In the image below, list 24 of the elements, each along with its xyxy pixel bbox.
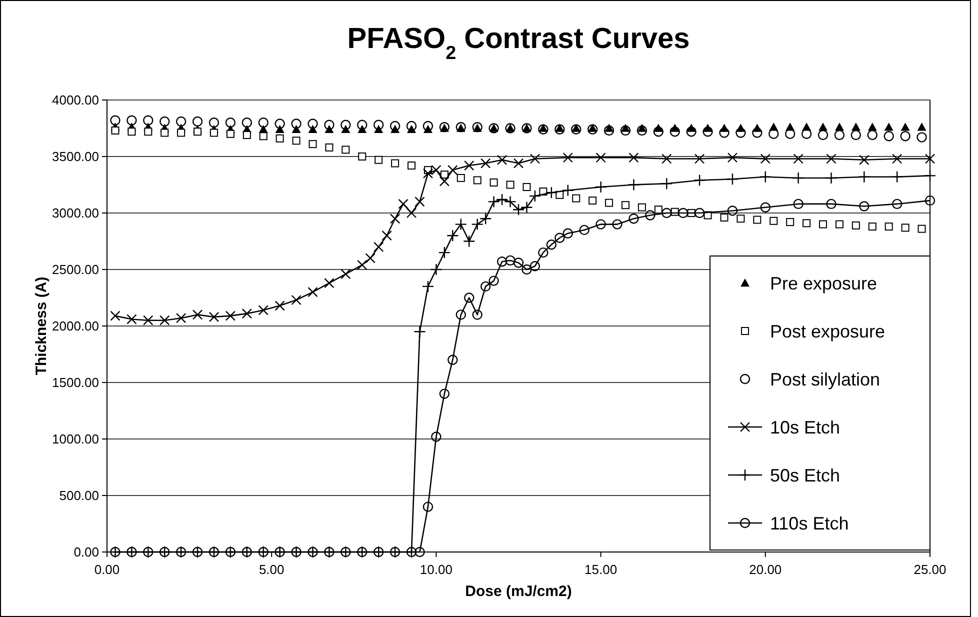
y-axis-title: Thickness (A) <box>33 276 50 376</box>
x-tick-label: 5.00 <box>258 562 284 577</box>
legend-label: 10s Etch <box>770 417 840 438</box>
y-tick-label: 3500.00 <box>52 149 99 164</box>
x-tick-label: 15.00 <box>584 562 618 577</box>
x-tick-label: 20.00 <box>749 562 782 577</box>
y-tick-label: 2500.00 <box>52 262 99 278</box>
x-tick-label: 0.00 <box>94 562 120 577</box>
y-tick-label: 4000.00 <box>52 92 99 108</box>
x-axis-title: Dose (mJ/cm2) <box>465 583 572 600</box>
y-tick-label: 3000.00 <box>52 206 99 221</box>
legend-label: Pre exposure <box>770 273 878 294</box>
chart-title: PFASO$_{2}$ Contrast Curves <box>347 23 690 62</box>
y-tick-label: 1000.00 <box>52 432 99 447</box>
x-tick-label: 25.00 <box>914 562 946 577</box>
y-tick-label: 1500.00 <box>52 375 99 390</box>
legend-label: Post silylation <box>770 369 880 390</box>
legend-label: 50s Etch <box>770 465 840 486</box>
y-tick-label: 2000.00 <box>52 318 99 334</box>
x-tick-label: 10.00 <box>420 562 452 577</box>
y-tick-label: 0.00 <box>74 544 99 560</box>
legend-label: 110s Etch <box>770 513 849 534</box>
legend-label: Post exposure <box>770 321 886 342</box>
y-tick-label: 500.00 <box>59 488 99 504</box>
